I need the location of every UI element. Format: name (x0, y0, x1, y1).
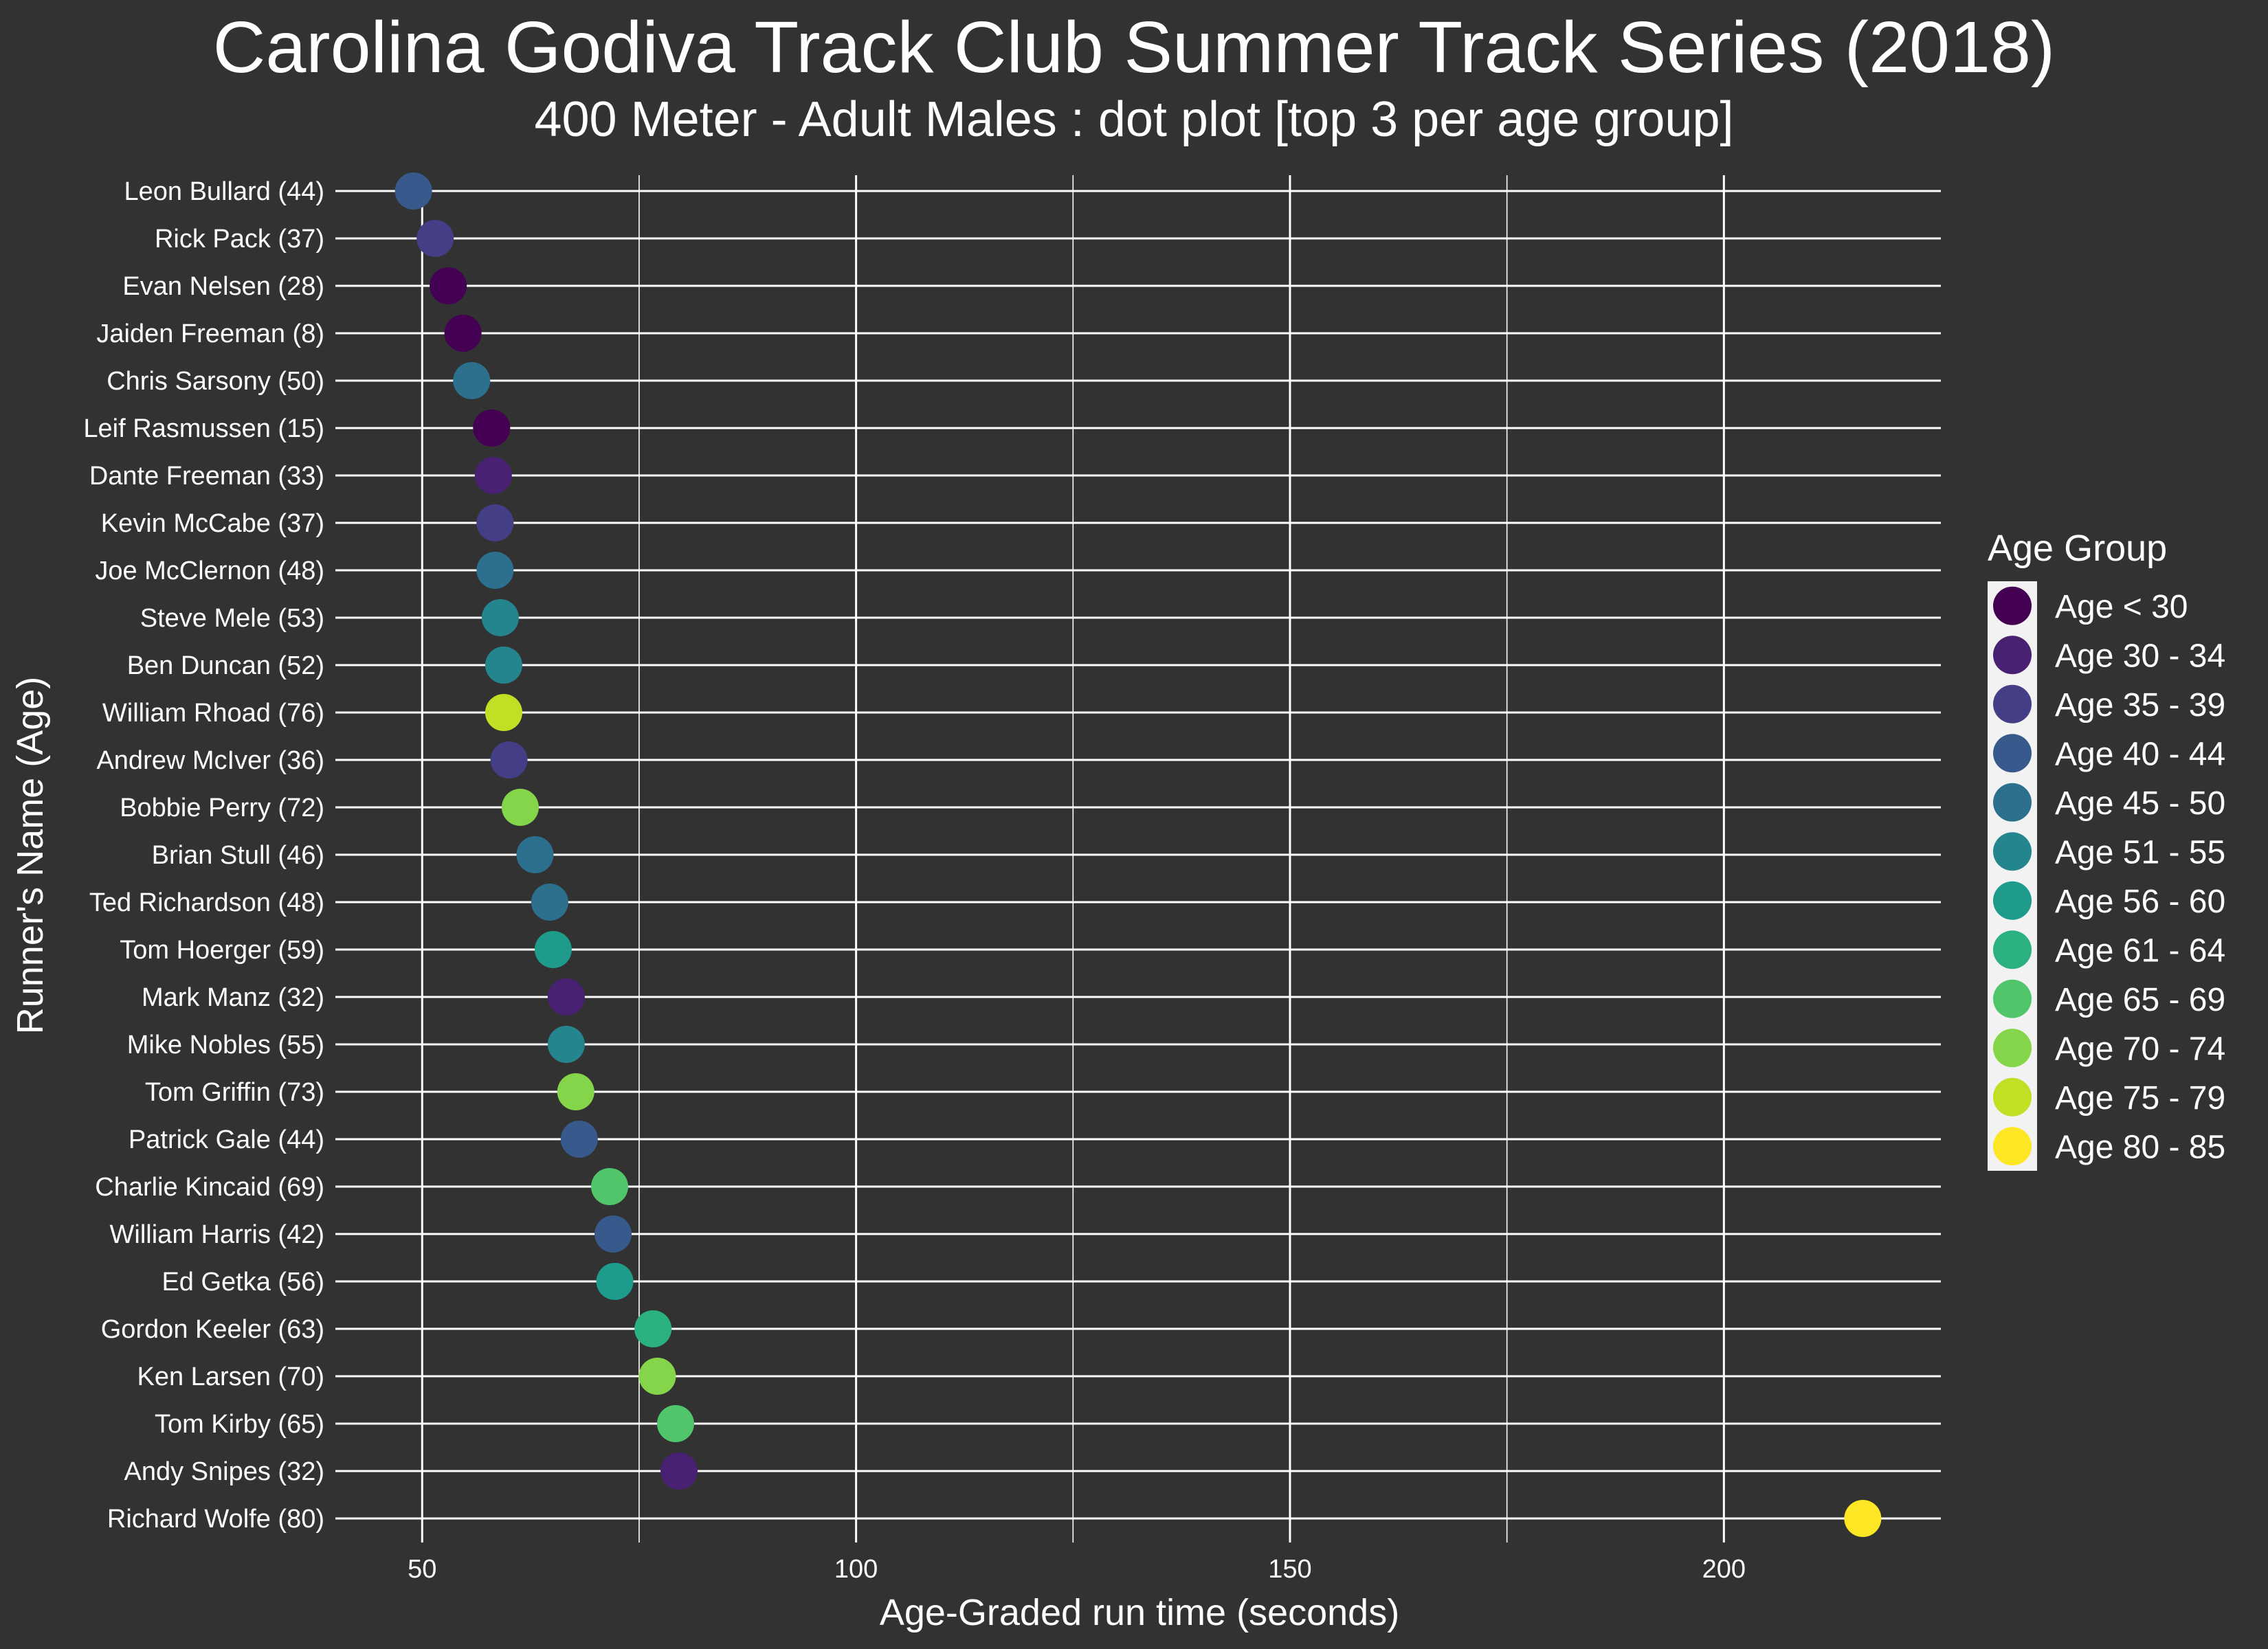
data-point (638, 1358, 676, 1395)
y-tick-label: Ben Duncan (52) (127, 651, 324, 680)
legend-key-dot (1993, 930, 2032, 969)
y-axis-title: Runner's Name (Age) (10, 677, 51, 1035)
data-point (501, 789, 539, 826)
data-point (481, 599, 519, 636)
y-tick-label: Andrew McIver (36) (96, 746, 324, 775)
data-point (476, 504, 514, 541)
legend-label: Age 70 - 74 (2055, 1031, 2225, 1067)
data-point (547, 1026, 585, 1063)
grid-lines (335, 175, 1941, 1543)
legend-key-dot (1993, 636, 2032, 675)
y-tick-label: Andy Snipes (32) (124, 1457, 325, 1486)
data-point (656, 1405, 694, 1442)
data-point (485, 694, 522, 731)
y-tick-label: Mark Manz (32) (142, 983, 324, 1012)
legend-key-dot (1993, 979, 2032, 1018)
data-point (534, 931, 572, 968)
data-point (560, 1121, 598, 1158)
y-tick-label: Patrick Gale (44) (129, 1125, 324, 1154)
x-tick-label: 150 (1268, 1555, 1311, 1584)
data-point (430, 267, 467, 304)
y-tick-label: Ed Getka (56) (162, 1268, 324, 1297)
x-axis-title: Age-Graded run time (seconds) (880, 1592, 1399, 1633)
legend-label: Age 80 - 85 (2055, 1129, 2225, 1165)
data-point (516, 836, 554, 873)
data-point (531, 884, 568, 921)
legend-label: Age 40 - 44 (2055, 736, 2225, 772)
data-point (444, 315, 482, 352)
legend: Age Group Age < 30 Age 30 - 34 Age 35 - 39… (1988, 528, 2225, 1171)
y-tick-label: Evan Nelsen (28) (122, 272, 324, 301)
y-tick-label: Tom Hoerger (59) (120, 936, 324, 965)
data-points (394, 172, 1882, 1537)
y-tick-label: Joe McClernon (48) (95, 557, 324, 585)
y-tick-label: Mike Nobles (55) (127, 1031, 324, 1059)
y-tick-label: William Harris (42) (110, 1220, 324, 1249)
chart-title: Carolina Godiva Track Club Summer Track … (213, 7, 2055, 88)
data-point (594, 1215, 632, 1253)
data-point (1844, 1500, 1882, 1537)
legend-label: Age 65 - 69 (2055, 982, 2225, 1018)
legend-key-dot (1993, 1029, 2032, 1068)
legend-key-dot (1993, 783, 2032, 822)
x-tick-label: 100 (834, 1555, 878, 1584)
legend-title: Age Group (1988, 528, 2167, 569)
legend-key-dot (1993, 1127, 2032, 1166)
y-tick-label: Brian Stull (46) (152, 841, 324, 870)
legend-label: Age 56 - 60 (2055, 884, 2225, 920)
legend-key-dot (1993, 586, 2032, 625)
y-tick-label: Ken Larsen (70) (137, 1362, 325, 1391)
legend-label: Age 35 - 39 (2055, 687, 2225, 723)
data-point (394, 172, 432, 210)
data-point (490, 741, 528, 778)
legend-key-dot (1993, 684, 2032, 723)
data-point (473, 410, 511, 447)
y-tick-label: Leon Bullard (44) (124, 177, 324, 206)
y-tick-label: William Rhoad (76) (102, 699, 324, 728)
y-tick-label: Dante Freeman (33) (89, 462, 324, 491)
chart-subtitle: 400 Meter - Adult Males : dot plot [top … (534, 92, 1733, 147)
data-point (596, 1263, 634, 1300)
y-tick-label: Bobbie Perry (72) (120, 794, 324, 822)
y-tick-label: Richard Wolfe (80) (107, 1505, 324, 1534)
y-tick-label: Charlie Kincaid (69) (95, 1173, 324, 1202)
x-tick-label: 200 (1702, 1555, 1746, 1584)
legend-label: Age < 30 (2055, 589, 2188, 625)
legend-label: Age 51 - 55 (2055, 834, 2225, 871)
y-tick-label: Chris Sarsony (50) (107, 367, 324, 396)
x-tick-labels: 50 100 150 200 (408, 1555, 1746, 1584)
data-point (485, 647, 522, 684)
y-tick-label: Rick Pack (37) (155, 225, 324, 254)
legend-key-dot (1993, 881, 2032, 920)
legend-key-dot (1993, 832, 2032, 871)
data-point (547, 978, 585, 1016)
legend-label: Age 61 - 64 (2055, 932, 2225, 969)
legend-key-dot (1993, 734, 2032, 773)
y-tick-label: Gordon Keeler (63) (101, 1315, 324, 1344)
y-tick-labels: Leon Bullard (44) Rick Pack (37) Evan Nels… (83, 177, 324, 1534)
y-tick-label: Kevin McCabe (37) (101, 509, 324, 538)
y-tick-label: Tom Griffin (73) (145, 1078, 324, 1107)
data-point (453, 362, 491, 399)
y-tick-label: Jaiden Freeman (8) (96, 319, 324, 348)
data-point (474, 457, 512, 494)
data-point (416, 220, 454, 257)
legend-label: Age 45 - 50 (2055, 785, 2225, 822)
legend-key-dot (1993, 1077, 2032, 1117)
y-tick-label: Tom Kirby (65) (155, 1410, 324, 1439)
data-point (557, 1073, 594, 1110)
data-point (591, 1168, 629, 1205)
legend-label: Age 30 - 34 (2055, 638, 2225, 674)
legend-label: Age 75 - 79 (2055, 1080, 2225, 1117)
y-tick-label: Leif Rasmussen (15) (83, 414, 324, 443)
y-tick-label: Ted Richardson (48) (89, 888, 324, 917)
data-point (660, 1452, 698, 1490)
y-tick-label: Steve Mele (53) (140, 604, 324, 633)
data-point (476, 552, 514, 589)
data-point (634, 1310, 672, 1347)
x-tick-label: 50 (408, 1555, 436, 1584)
